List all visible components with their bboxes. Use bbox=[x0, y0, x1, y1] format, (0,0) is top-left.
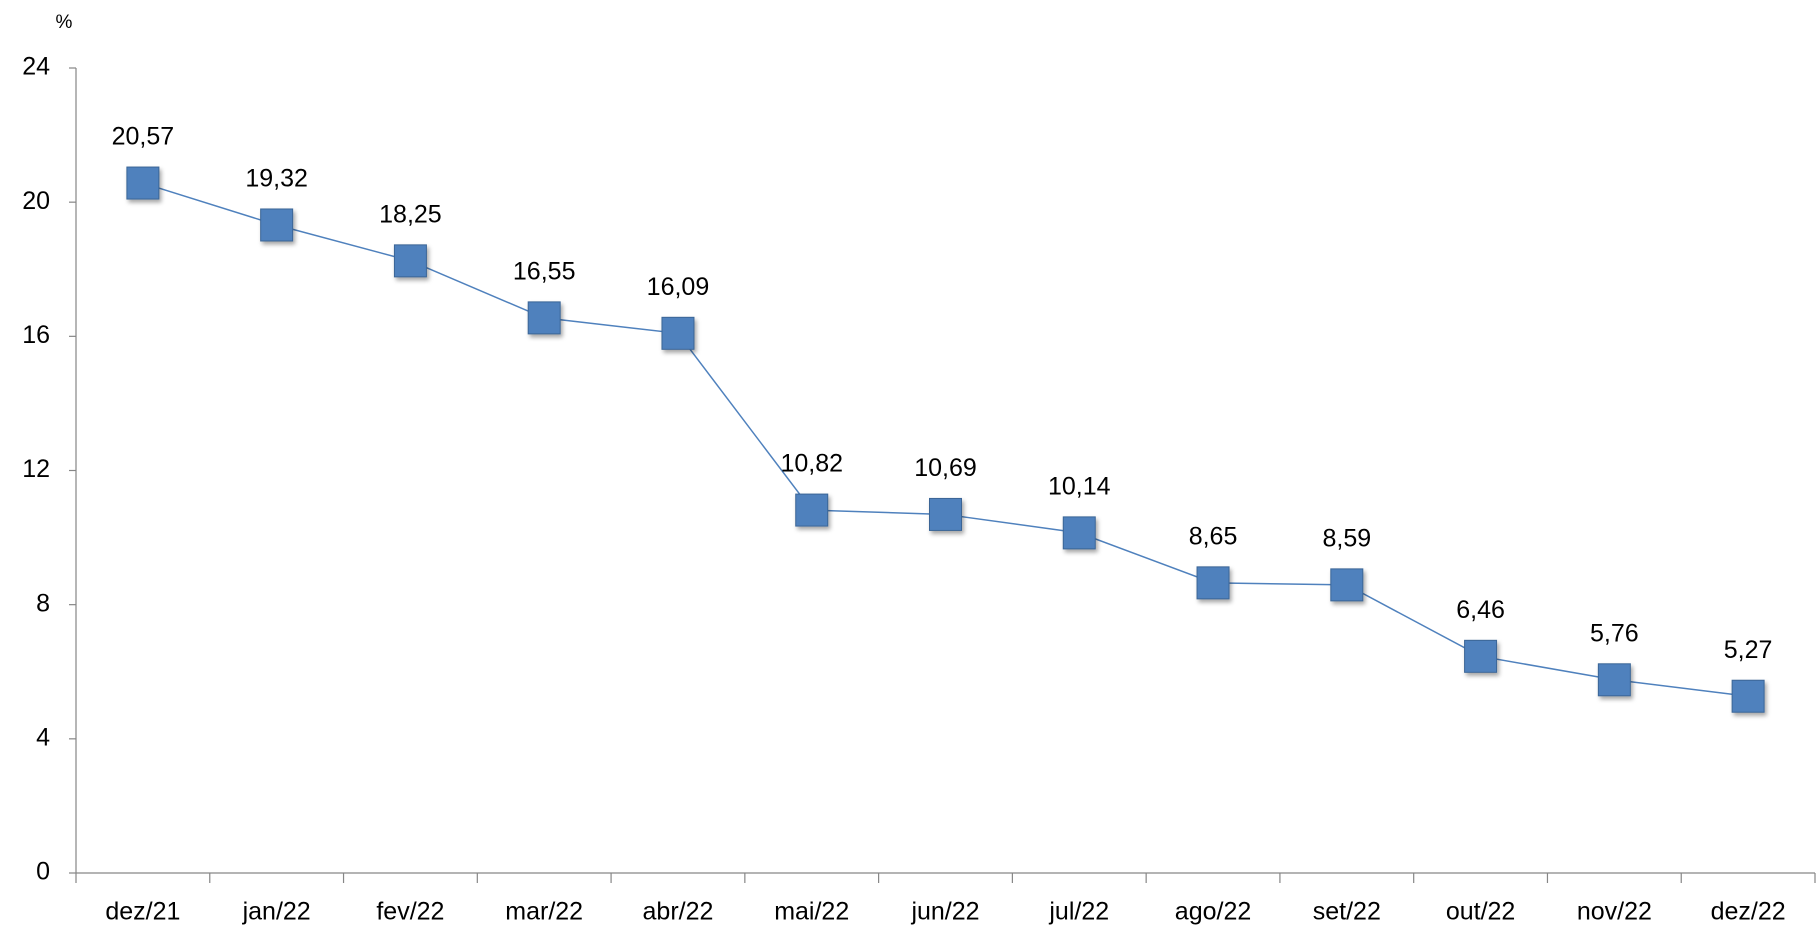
y-tick-label: 0 bbox=[36, 858, 50, 886]
x-tick-label: ago/22 bbox=[1175, 898, 1251, 926]
marker bbox=[1731, 679, 1765, 713]
marker bbox=[661, 316, 695, 350]
x-tick-label: dez/22 bbox=[1711, 898, 1786, 926]
y-tick-label: 16 bbox=[22, 321, 50, 349]
data-label: 10,14 bbox=[1048, 472, 1111, 500]
data-label: 16,09 bbox=[647, 273, 710, 301]
x-tick-label: mai/22 bbox=[774, 898, 849, 926]
y-tick-label: 12 bbox=[22, 455, 50, 483]
data-label: 18,25 bbox=[379, 200, 442, 228]
x-tick-label: dez/21 bbox=[105, 898, 180, 926]
y-axis-unit: % bbox=[56, 12, 73, 33]
y-tick-label: 8 bbox=[36, 589, 50, 617]
x-tick-label: out/22 bbox=[1446, 898, 1516, 926]
data-label: 16,55 bbox=[513, 257, 576, 285]
data-label: 20,57 bbox=[112, 123, 175, 151]
marker bbox=[929, 497, 962, 531]
y-tick-label: 24 bbox=[22, 53, 50, 81]
marker bbox=[795, 493, 829, 527]
x-tick-label: fev/22 bbox=[376, 898, 444, 926]
x-tick-label: jun/22 bbox=[910, 898, 979, 926]
series-line bbox=[142, 182, 1749, 697]
marker bbox=[126, 166, 160, 200]
marker bbox=[1330, 568, 1364, 602]
x-tick-label: nov/22 bbox=[1577, 898, 1652, 926]
marker bbox=[1597, 663, 1631, 697]
marker bbox=[1196, 566, 1230, 600]
x-tick-label: jan/22 bbox=[242, 898, 311, 926]
x-tick-label: mar/22 bbox=[505, 898, 583, 926]
data-label: 8,65 bbox=[1189, 522, 1238, 550]
x-tick-label: jul/22 bbox=[1048, 898, 1109, 926]
marker bbox=[1062, 516, 1096, 550]
data-label: 5,76 bbox=[1590, 619, 1639, 647]
data-label: 5,27 bbox=[1724, 636, 1773, 664]
marker bbox=[1464, 639, 1498, 673]
x-tick-label: abr/22 bbox=[643, 898, 714, 926]
data-label: 10,69 bbox=[914, 454, 977, 482]
y-tick-label: 4 bbox=[36, 723, 50, 751]
data-label: 10,82 bbox=[780, 450, 843, 478]
x-tick-label: set/22 bbox=[1313, 898, 1381, 926]
data-label: 6,46 bbox=[1456, 596, 1505, 624]
marker bbox=[260, 208, 294, 242]
data-label: 8,59 bbox=[1322, 524, 1371, 552]
data-label: 19,32 bbox=[245, 165, 308, 193]
y-tick-label: 20 bbox=[22, 187, 50, 215]
marker bbox=[527, 301, 561, 335]
marker bbox=[393, 244, 427, 278]
